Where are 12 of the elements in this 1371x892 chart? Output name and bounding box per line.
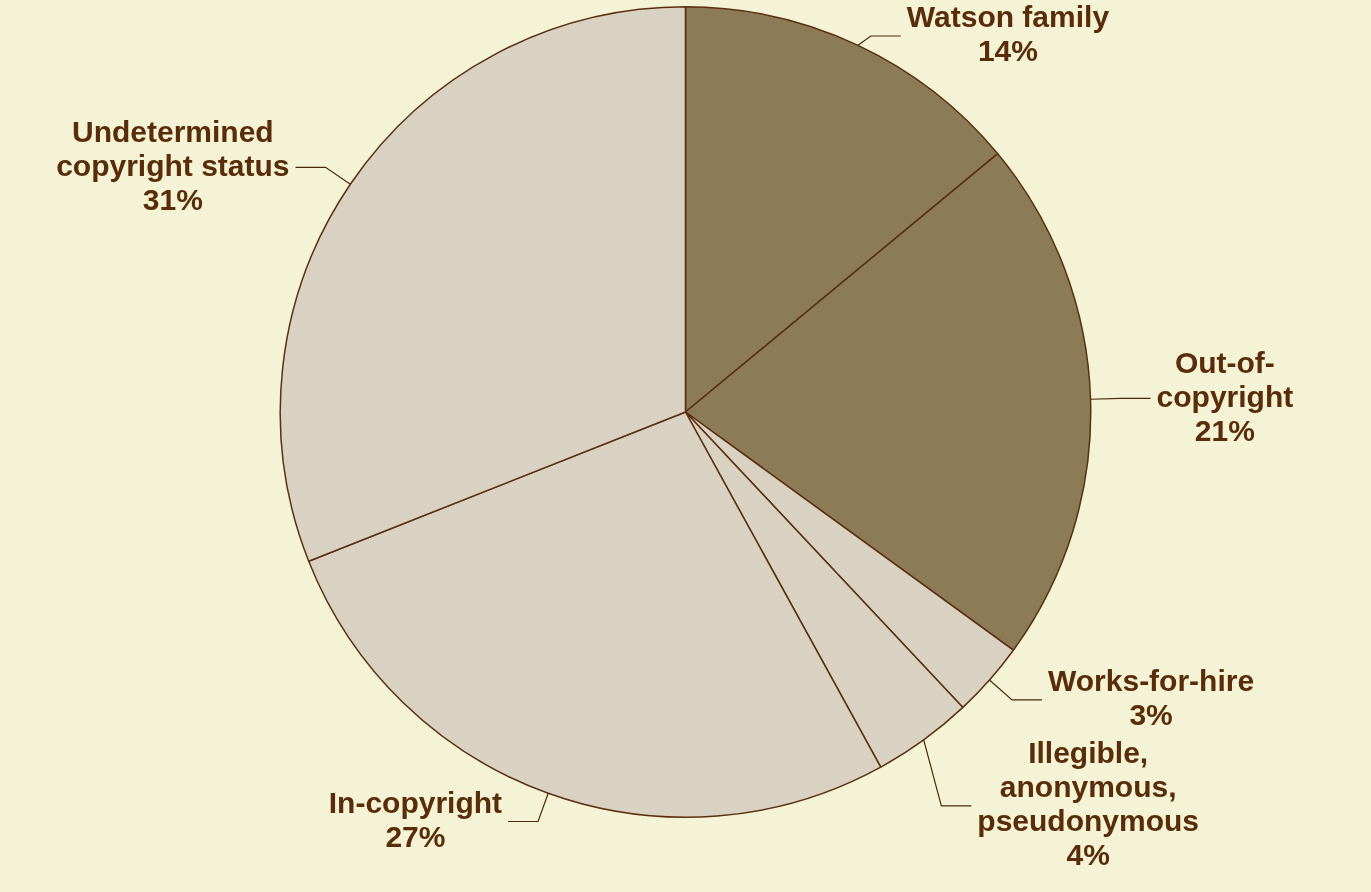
data-label: 4% — [1066, 838, 1110, 872]
data-label: 3% — [1129, 698, 1173, 732]
slice-label: In-copyright — [328, 785, 503, 819]
data-label: 14% — [977, 34, 1038, 68]
slice-label: Works-for-hire — [1047, 664, 1255, 698]
slice-label: Illegible, anonymous, pseudonymous — [977, 736, 1200, 838]
slice-label: Undetermined copyright status — [56, 114, 290, 182]
data-label: 31% — [142, 182, 203, 216]
data-label: 21% — [1194, 413, 1255, 447]
slice-label: Out-of-copyright — [1156, 345, 1294, 413]
data-label: 27% — [385, 819, 446, 853]
slice-label: Watson family — [906, 0, 1110, 34]
